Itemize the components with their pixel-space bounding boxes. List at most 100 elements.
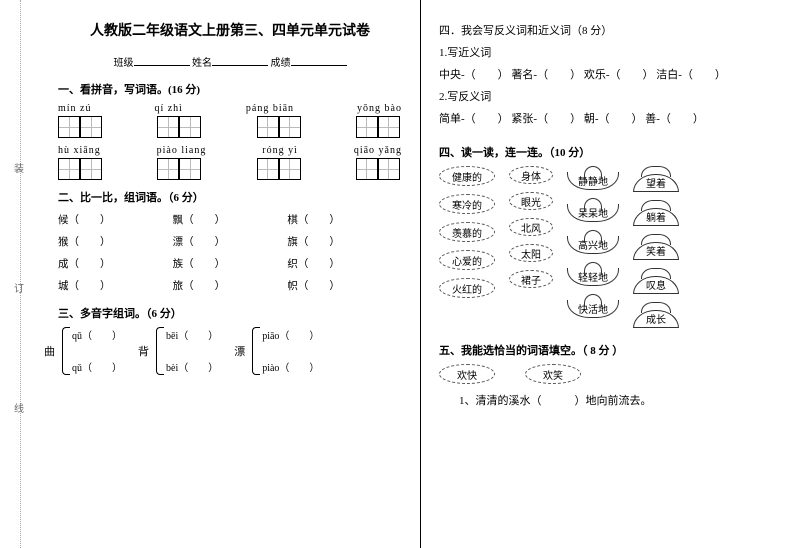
label-score: 成绩 <box>271 58 291 69</box>
match-item[interactable]: 望着 <box>633 166 679 192</box>
brace-icon <box>252 327 260 375</box>
match-item[interactable]: 健康的 <box>439 166 495 186</box>
section-5-heading: 四、读一读，连一连。（10 分） <box>439 144 782 160</box>
match-item[interactable]: 太阳 <box>509 244 553 262</box>
label-name: 姓名 <box>192 58 212 69</box>
word-pair: 旗（ ） <box>287 233 402 253</box>
antonym-line: 简单-（ ） 紧张-（ ） 朝-（ ） 善-（ ） <box>439 108 782 130</box>
word-pair: 飘（ ） <box>173 211 288 231</box>
option[interactable]: 欢快 <box>439 364 495 384</box>
tian-box[interactable] <box>157 158 203 181</box>
section-1-heading: 一、看拼音，写词语。(16 分) <box>58 81 402 97</box>
gutter-char: 线 <box>14 400 24 415</box>
blank-score[interactable] <box>291 56 347 66</box>
section-6-heading: 五、我能选恰当的词语填空。（ 8 分 ） <box>439 342 782 358</box>
word-pair: 棋（ ） <box>287 211 402 231</box>
pinyin: qiāo yǎng <box>354 145 402 156</box>
syn-item: 欢乐-（ ） <box>584 64 654 86</box>
match-col-c: 静静地 呆呆地 高兴地 轻轻地 快活地 <box>567 166 619 328</box>
brace-icon <box>156 327 164 375</box>
tian-row <box>58 116 402 139</box>
poly-char: 漂 <box>234 343 245 359</box>
label-class: 班级 <box>114 58 134 69</box>
word-pair: 族（ ） <box>173 255 288 275</box>
poly-reading: piào（ ） <box>262 359 319 375</box>
match-item[interactable]: 叹息 <box>633 268 679 294</box>
pinyin: yōng bào <box>357 103 402 114</box>
match-item[interactable]: 羡慕的 <box>439 222 495 242</box>
poly-reading: qū（ ） <box>72 327 122 343</box>
match-col-a: 健康的 寒冷的 羡慕的 心爱的 火红的 <box>439 166 495 328</box>
student-meta: 班级 姓名 成绩 <box>58 54 402 69</box>
pinyin: róng yì <box>262 145 298 156</box>
tian-box[interactable] <box>257 158 303 181</box>
gutter-char: 装 <box>14 160 24 175</box>
poly-reading: piāo（ ） <box>262 327 319 343</box>
binding-gutter: 装 订 线 <box>0 0 40 548</box>
tian-row <box>58 158 402 181</box>
match-col-d: 望着 躺着 笑着 叹息 成长 <box>633 166 679 328</box>
match-item[interactable]: 北风 <box>509 218 553 236</box>
match-item[interactable]: 裙子 <box>509 270 553 288</box>
tian-box[interactable] <box>356 158 402 181</box>
section-2-body: 候（ ）飘（ ）棋（ ） 猴（ ）漂（ ）旗（ ） 成（ ）族（ ）织（ ） 城… <box>58 211 402 297</box>
poly-reading: qǔ（ ） <box>72 359 122 375</box>
section-4-heading: 四．我会写反义词和近义词（8 分） <box>439 20 782 42</box>
right-column: 四．我会写反义词和近义词（8 分） 1.写近义词 中央-（ ） 著名-（ ） 欢… <box>420 0 800 548</box>
section-2-heading: 二、比一比，组词语。（6 分） <box>58 189 402 205</box>
poly-item: 漂 piāo（ ） piào（ ） <box>248 327 319 375</box>
ant-item: 朝-（ ） <box>584 108 643 130</box>
blank-class[interactable] <box>134 56 190 66</box>
synonym-line: 中央-（ ） 著名-（ ） 欢乐-（ ） 洁白-（ ） <box>439 64 782 86</box>
match-item[interactable]: 身体 <box>509 166 553 184</box>
word-pair: 帜（ ） <box>287 277 402 297</box>
polyphone-block: 曲 qū（ ） qǔ（ ） 背 bēi（ ） bèi（ ） 漂 piāo（ ） … <box>58 327 402 375</box>
option[interactable]: 欢笑 <box>525 364 581 384</box>
pinyin-row: hù xiāng piào liang róng yì qiāo yǎng <box>58 145 402 156</box>
poly-item: 背 bēi（ ） bèi（ ） <box>152 327 218 375</box>
word-pair: 旅（ ） <box>173 277 288 297</box>
match-item[interactable]: 呆呆地 <box>567 198 619 222</box>
word-pair: 猴（ ） <box>58 233 173 253</box>
gutter-line <box>20 0 21 548</box>
section-3-heading: 三、多音字组词。（6 分） <box>58 305 402 321</box>
gutter-char: 订 <box>14 280 24 295</box>
poly-char: 曲 <box>44 343 55 359</box>
match-item[interactable]: 轻轻地 <box>567 262 619 286</box>
pinyin: piào liang <box>157 145 207 156</box>
poly-item: 曲 qū（ ） qǔ（ ） <box>58 327 122 375</box>
pinyin: hù xiāng <box>58 145 101 156</box>
option-row: 欢快 欢笑 <box>439 364 782 384</box>
brace-icon <box>62 327 70 375</box>
tian-box[interactable] <box>58 116 104 139</box>
poly-char: 背 <box>138 343 149 359</box>
syn-item: 洁白-（ ） <box>656 64 726 86</box>
match-item[interactable]: 火红的 <box>439 278 495 298</box>
pinyin: páng biān <box>246 103 294 114</box>
match-item[interactable]: 躺着 <box>633 200 679 226</box>
tian-box[interactable] <box>58 158 104 181</box>
match-item[interactable]: 成长 <box>633 302 679 328</box>
match-item[interactable]: 笑着 <box>633 234 679 260</box>
tian-box[interactable] <box>356 116 402 139</box>
pinyin: qí zhì <box>154 103 183 114</box>
match-item[interactable]: 静静地 <box>567 166 619 190</box>
match-item[interactable]: 快活地 <box>567 294 619 318</box>
section-4-sub1: 1.写近义词 <box>439 42 782 64</box>
match-item[interactable]: 寒冷的 <box>439 194 495 214</box>
word-pair: 候（ ） <box>58 211 173 231</box>
pinyin: mín zú <box>58 103 92 114</box>
word-pair: 成（ ） <box>58 255 173 275</box>
tian-box[interactable] <box>257 116 303 139</box>
word-pair: 漂（ ） <box>173 233 288 253</box>
match-item[interactable]: 高兴地 <box>567 230 619 254</box>
word-pair: 城（ ） <box>58 277 173 297</box>
match-item[interactable]: 心爱的 <box>439 250 495 270</box>
tian-box[interactable] <box>157 116 203 139</box>
match-item[interactable]: 眼光 <box>509 192 553 210</box>
poly-reading: bēi（ ） <box>166 327 218 343</box>
blank-name[interactable] <box>212 56 268 66</box>
syn-item: 中央-（ ） <box>439 64 509 86</box>
ant-item: 善-（ ） <box>645 108 704 130</box>
pinyin-row: mín zú qí zhì páng biān yōng bào <box>58 103 402 114</box>
